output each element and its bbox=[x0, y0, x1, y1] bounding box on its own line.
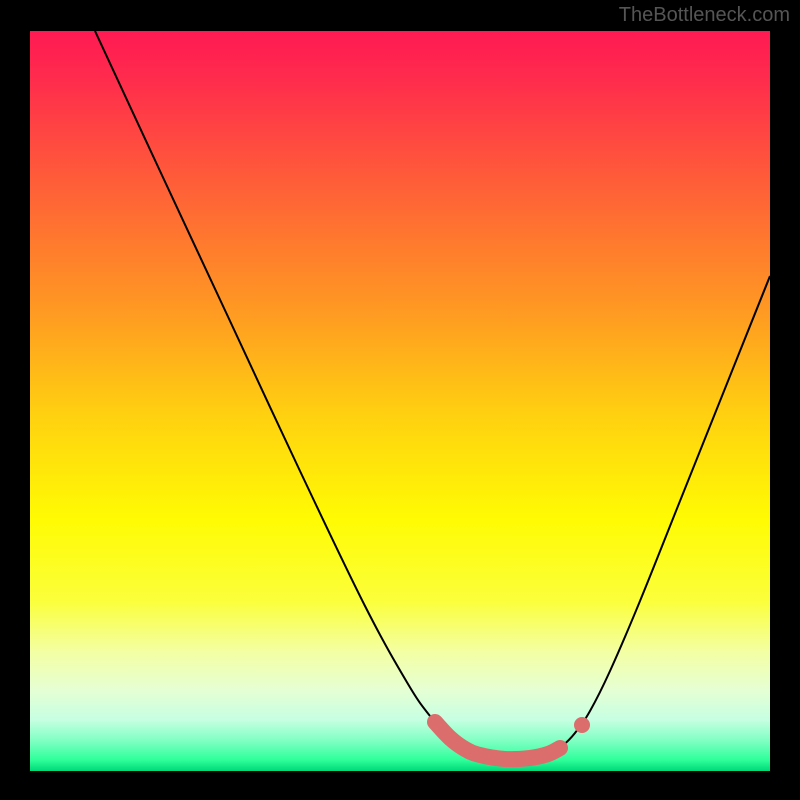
watermark-text: TheBottleneck.com bbox=[619, 4, 790, 27]
bottleneck-curve-chart bbox=[30, 31, 770, 771]
chart-background bbox=[30, 31, 770, 771]
chart-plot-area bbox=[30, 31, 770, 771]
highlight-marker bbox=[574, 717, 590, 733]
